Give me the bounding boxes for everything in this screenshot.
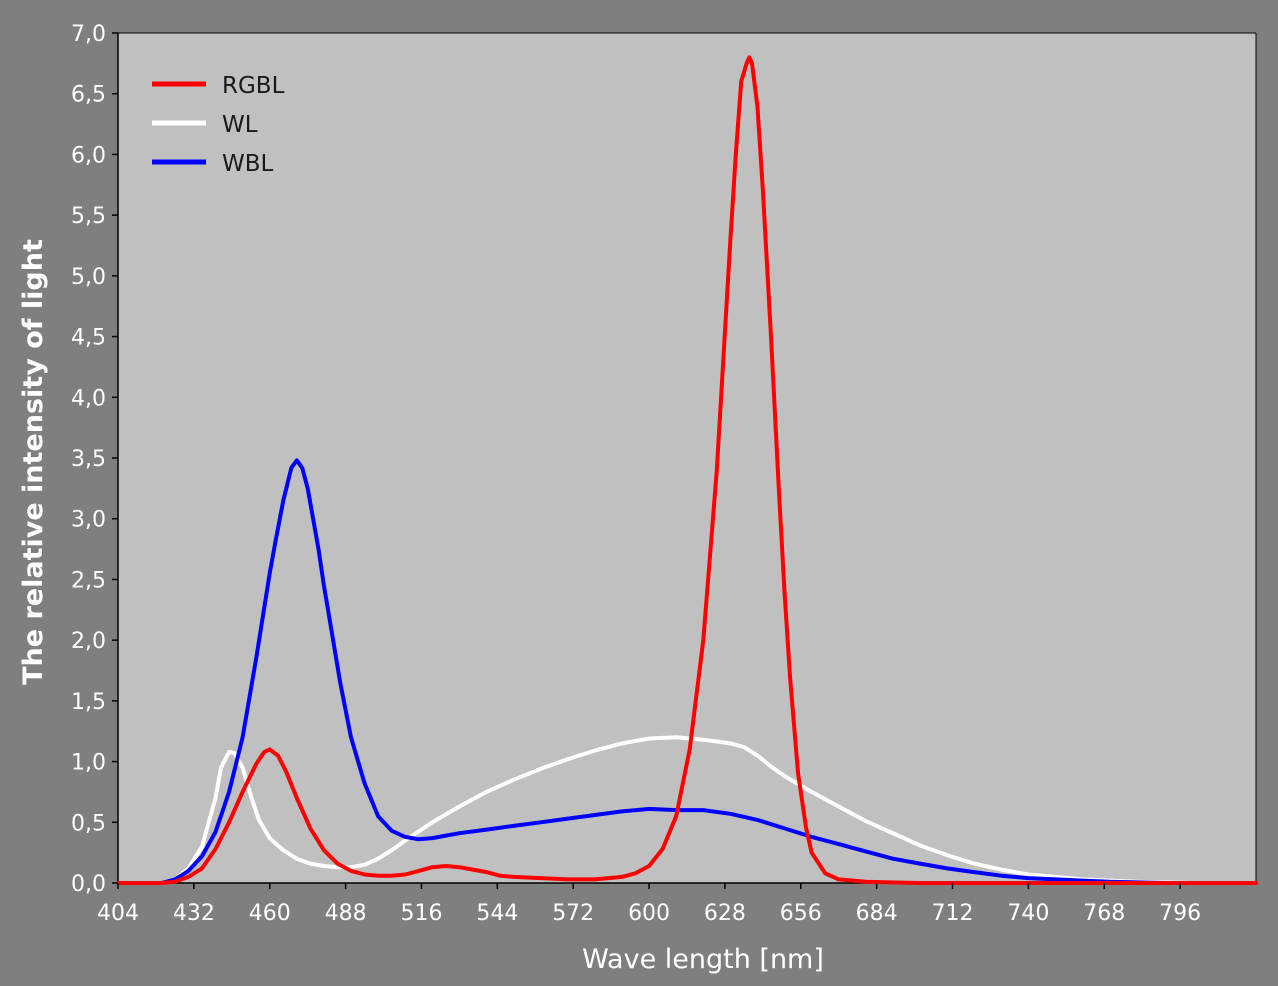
y-tick-label: 5,5 [71, 204, 106, 229]
y-tick-label: 6,5 [71, 83, 106, 108]
y-tick-label: 1,5 [71, 690, 106, 715]
series-layer [116, 55, 1258, 885]
x-tick-label: 628 [704, 901, 746, 926]
x-tick-label: 516 [400, 901, 442, 926]
plot-area [118, 33, 1256, 883]
series-line-wl [116, 735, 1258, 885]
y-tick-label: 4,5 [71, 326, 106, 351]
y-tick-label: 2,0 [71, 629, 106, 654]
y-tick-label: 3,0 [71, 508, 106, 533]
y-tick-label: 6,0 [71, 143, 106, 168]
x-tick-label: 740 [1007, 901, 1049, 926]
x-tick-label: 572 [552, 901, 594, 926]
x-axis-label: Wave length [nm] [582, 944, 824, 975]
legend-label-rgbl: RGBL [222, 73, 285, 99]
legend: RGBL WL WBL [152, 73, 285, 177]
y-tick-label: 5,0 [71, 265, 106, 290]
y-tick-label: 4,0 [71, 386, 106, 411]
x-tick-label: 460 [249, 901, 291, 926]
x-axis-ticks: 404 432 460 488 516 544 572 600 628 656 684 712 740 7… [97, 883, 1201, 926]
x-tick-label: 712 [932, 901, 974, 926]
y-axis-label: The relative intensity of light [18, 239, 49, 685]
x-tick-label: 404 [97, 901, 139, 926]
x-tick-label: 432 [173, 901, 215, 926]
series-line-rgbl [116, 55, 1258, 885]
y-axis-ticks: 0,0 0,5 1,0 1,5 2,0 2,5 3,0 3,5 4,0 4,5 5,0 5,5 6,0 6… [71, 22, 118, 897]
legend-label-wbl: WBL [222, 151, 274, 177]
y-tick-label: 1,0 [71, 751, 106, 776]
x-tick-label: 600 [628, 901, 670, 926]
series-line-wbl [116, 458, 1258, 885]
legend-label-wl: WL [222, 112, 258, 138]
x-tick-label: 684 [856, 901, 898, 926]
y-tick-label: 7,0 [71, 22, 106, 47]
x-tick-label: 656 [780, 901, 822, 926]
y-tick-label: 0,5 [71, 811, 106, 836]
x-tick-label: 544 [476, 901, 518, 926]
y-tick-label: 0,0 [71, 872, 106, 897]
x-tick-label: 796 [1159, 901, 1201, 926]
x-tick-label: 768 [1083, 901, 1125, 926]
y-tick-label: 3,5 [71, 447, 106, 472]
x-tick-label: 488 [325, 901, 367, 926]
y-tick-label: 2,5 [71, 568, 106, 593]
